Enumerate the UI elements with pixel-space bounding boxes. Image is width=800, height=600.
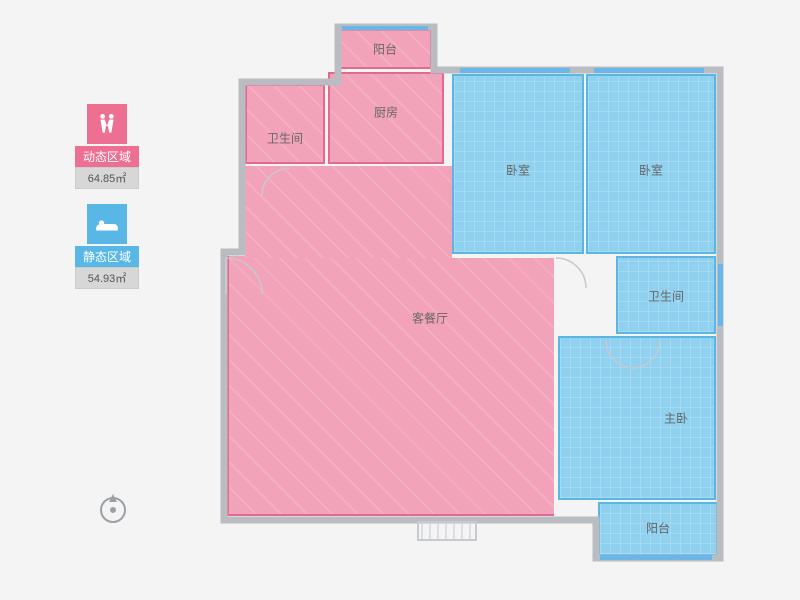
outer-walls [0, 0, 800, 600]
floorplan-canvas: 动态区域 64.85㎡ 静态区域 54.93㎡ 阳台卫生间厨房客餐厅卧室卧室卫生… [0, 0, 800, 600]
